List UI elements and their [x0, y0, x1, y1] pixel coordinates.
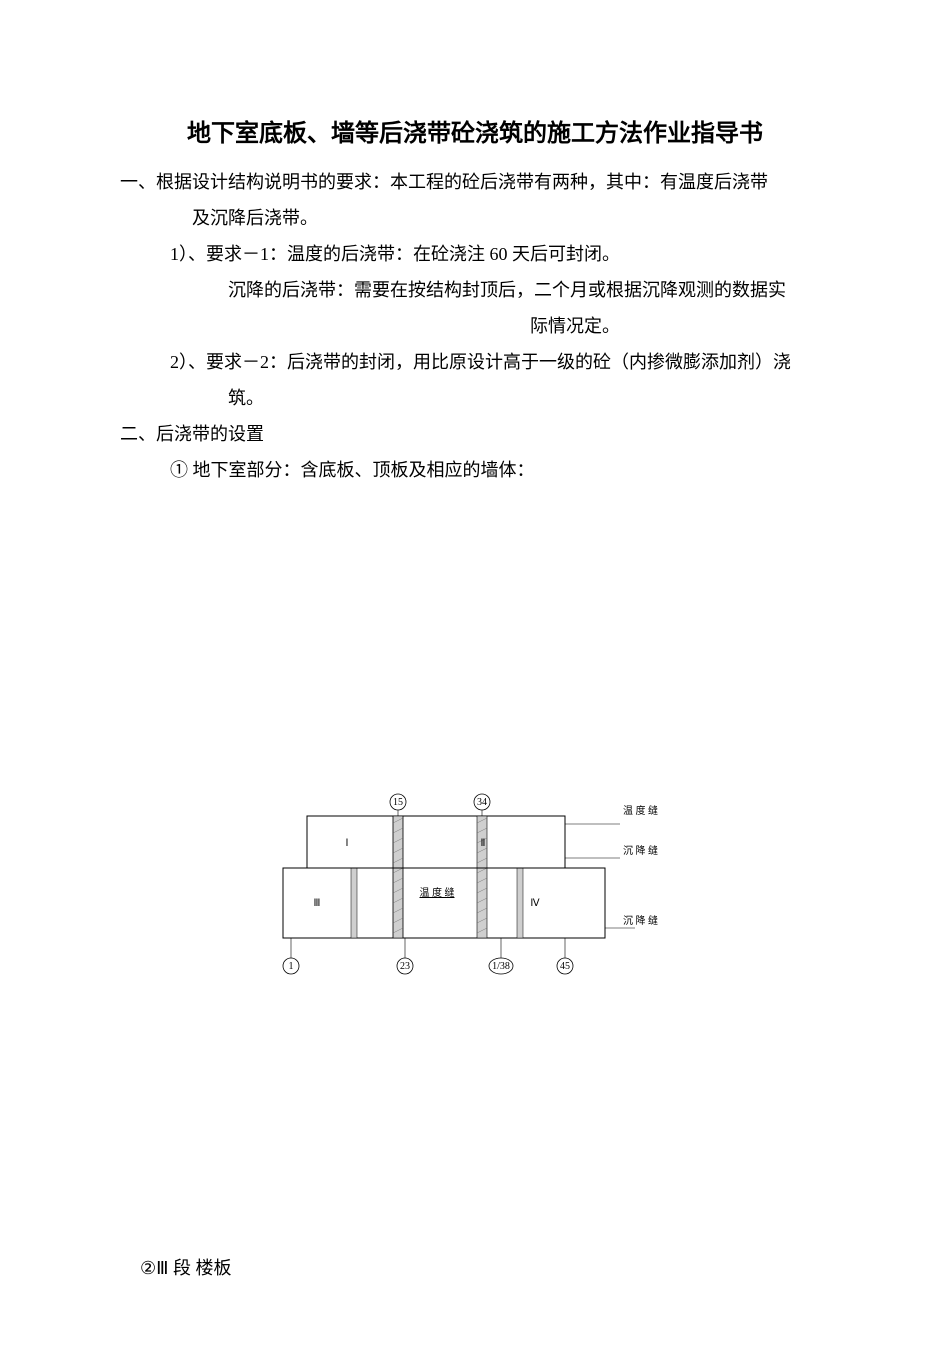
- mid-label: 温 度 缝: [420, 886, 455, 899]
- req-1-line-c: 际情况定。: [120, 308, 830, 344]
- section-1-cont: 及沉降后浇带。: [120, 200, 830, 236]
- zone-3: Ⅲ: [314, 898, 321, 909]
- section-2-item-2: ②Ⅲ 段 楼板: [120, 1250, 830, 1286]
- strip-1: [393, 816, 403, 938]
- document-page: 地下室底板、墙等后浇带砼浇筑的施工方法作业指导书 一、根据设计结构说明书的要求：…: [0, 0, 950, 1346]
- right-label-mid: 沉 降 缝: [623, 844, 658, 857]
- label-1: 1: [289, 961, 294, 972]
- strip-4: [517, 868, 523, 938]
- document-title: 地下室底板、墙等后浇带砼浇筑的施工方法作业指导书: [120, 110, 830, 158]
- req-1-line-b: 沉降的后浇带：需要在按结构封顶后，二个月或根据沉降观测的数据实: [120, 272, 830, 308]
- section-2-heading: 二、后浇带的设置: [120, 416, 830, 452]
- right-label-bot: 沉 降 缝: [623, 914, 658, 927]
- strip-2: [477, 816, 487, 938]
- strip-3: [351, 868, 357, 938]
- label-45: 45: [560, 961, 570, 972]
- label-34: 34: [477, 797, 487, 808]
- zone-2: Ⅱ: [481, 838, 486, 849]
- lower-rect: [283, 868, 605, 938]
- label-15: 15: [393, 797, 403, 808]
- section-2-item-1: ① 地下室部分：含底板、顶板及相应的墙体：: [120, 452, 830, 488]
- zone-1: Ⅰ: [346, 838, 349, 849]
- label-1-38: 1/38: [492, 961, 510, 972]
- basement-diagram: 15 34 1 23 1/38 45 Ⅰ Ⅱ Ⅲ Ⅳ 温 度 缝: [265, 788, 685, 1010]
- label-23: 23: [400, 961, 410, 972]
- section-1-heading: 一、根据设计结构说明书的要求：本工程的砼后浇带有两种，其中：有温度后浇带: [120, 164, 830, 200]
- right-label-top: 温 度 缝: [623, 804, 658, 817]
- diagram-svg: 15 34 1 23 1/38 45 Ⅰ Ⅱ Ⅲ Ⅳ 温 度 缝: [265, 788, 685, 998]
- req-1-line-a: 1）、要求－1：温度的后浇带：在砼浇注 60 天后可封闭。: [120, 236, 830, 272]
- req-2-line-b: 筑。: [120, 380, 830, 416]
- zone-4: Ⅳ: [530, 898, 540, 909]
- req-2-line-a: 2）、要求－2：后浇带的封闭，用比原设计高于一级的砼（内掺微膨添加剂）浇: [120, 344, 830, 380]
